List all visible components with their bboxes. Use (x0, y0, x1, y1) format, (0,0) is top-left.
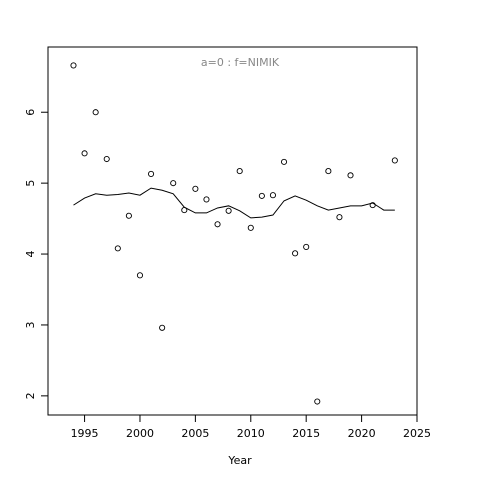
x-tick-label: 2020 (348, 427, 376, 440)
plot-frame (47, 46, 418, 416)
y-tick-label: 5 (24, 180, 37, 187)
x-tick-label: 2025 (403, 427, 431, 440)
data-point (92, 109, 99, 116)
x-tick-label: 2000 (126, 427, 154, 440)
x-tick-label: 2015 (292, 427, 320, 440)
data-point (192, 185, 199, 192)
data-point (136, 272, 144, 279)
data-point (125, 212, 132, 219)
data-point (325, 168, 332, 175)
x-tick-label: 2010 (237, 427, 265, 440)
data-point (114, 245, 121, 252)
x-tick-label: 2005 (181, 427, 209, 440)
data-point (225, 207, 232, 214)
data-point (70, 62, 77, 69)
data-point (280, 158, 288, 165)
data-point (203, 196, 210, 203)
data-point (170, 180, 177, 187)
data-point (391, 157, 398, 164)
data-point (303, 243, 310, 251)
data-point (81, 150, 88, 157)
data-point (336, 214, 343, 221)
y-tick-label: 4 (24, 251, 37, 258)
y-tick-label: 6 (24, 109, 37, 116)
x-tick-label: 1995 (71, 427, 99, 440)
y-tick-label: 2 (24, 392, 37, 399)
data-point (148, 170, 155, 177)
chart-title: a=0 : f=NIMIK (201, 56, 280, 69)
data-point (103, 155, 110, 163)
data-point (314, 398, 321, 405)
data-point (258, 192, 265, 199)
data-point (269, 192, 276, 199)
data-point (236, 168, 243, 175)
data-point (347, 172, 354, 179)
x-axis-label: Year (227, 454, 252, 467)
data-point (214, 221, 221, 228)
data-point (159, 324, 166, 331)
y-tick-label: 3 (24, 321, 37, 328)
data-point (292, 250, 299, 257)
trend-line (73, 187, 395, 219)
data-point (247, 224, 254, 231)
